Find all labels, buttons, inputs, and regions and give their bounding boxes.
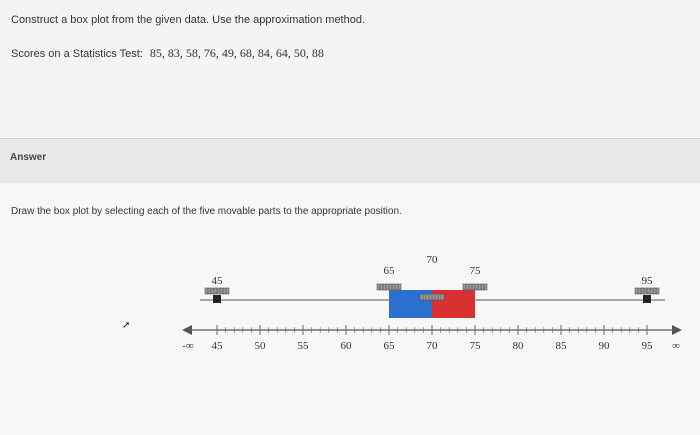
- left-arrow-icon: [182, 325, 192, 335]
- median-handle[interactable]: [419, 293, 445, 301]
- tick-label-55: 55: [298, 340, 310, 352]
- value-label-q1: 65: [384, 265, 396, 277]
- q1-handle[interactable]: [376, 283, 402, 291]
- answer-header: [0, 139, 700, 183]
- max-handle[interactable]: [634, 287, 660, 303]
- tick-label-50: 50: [255, 340, 267, 352]
- min-handle[interactable]: [204, 287, 230, 303]
- pos-infinity-label: ∞: [672, 340, 680, 352]
- answer-heading: Answer: [10, 152, 47, 163]
- tick-label-65: 65: [384, 340, 396, 352]
- tick-label-85: 85: [556, 340, 568, 352]
- tick-label-75: 75: [470, 340, 482, 352]
- value-label-median: 70: [427, 254, 439, 266]
- tick-label-60: 60: [341, 340, 353, 352]
- scores-label: Scores on a Statistics Test:: [11, 48, 143, 60]
- mouse-cursor-icon: ➚: [122, 320, 131, 331]
- neg-infinity-label: -∞: [182, 340, 194, 352]
- tick-label-90: 90: [599, 340, 611, 352]
- answer-panel: [0, 183, 700, 435]
- scores-values: 85, 83, 58, 76, 49, 68, 84, 64, 50, 88: [149, 46, 324, 60]
- tick-label-80: 80: [513, 340, 525, 352]
- value-label-q3: 75: [470, 265, 482, 277]
- value-label-max: 95: [642, 275, 654, 287]
- q3-handle[interactable]: [462, 283, 488, 291]
- question-panel: [0, 0, 700, 138]
- scores-line: Scores on a Statistics Test: 85, 83, 58,…: [11, 46, 324, 61]
- tick-label-95: 95: [642, 340, 654, 352]
- question-instruction: Construct a box plot from the given data…: [11, 14, 366, 26]
- tick-label-45: 45: [212, 340, 224, 352]
- number-line: 45 50 55 60 65 70 75 80 85 90 95 -∞ ∞: [182, 325, 682, 352]
- right-arrow-icon: [672, 325, 682, 335]
- section-divider: [0, 138, 700, 139]
- value-label-min: 45: [212, 275, 224, 287]
- tick-label-70: 70: [427, 340, 439, 352]
- draw-instruction: Draw the box plot by selecting each of t…: [11, 206, 402, 217]
